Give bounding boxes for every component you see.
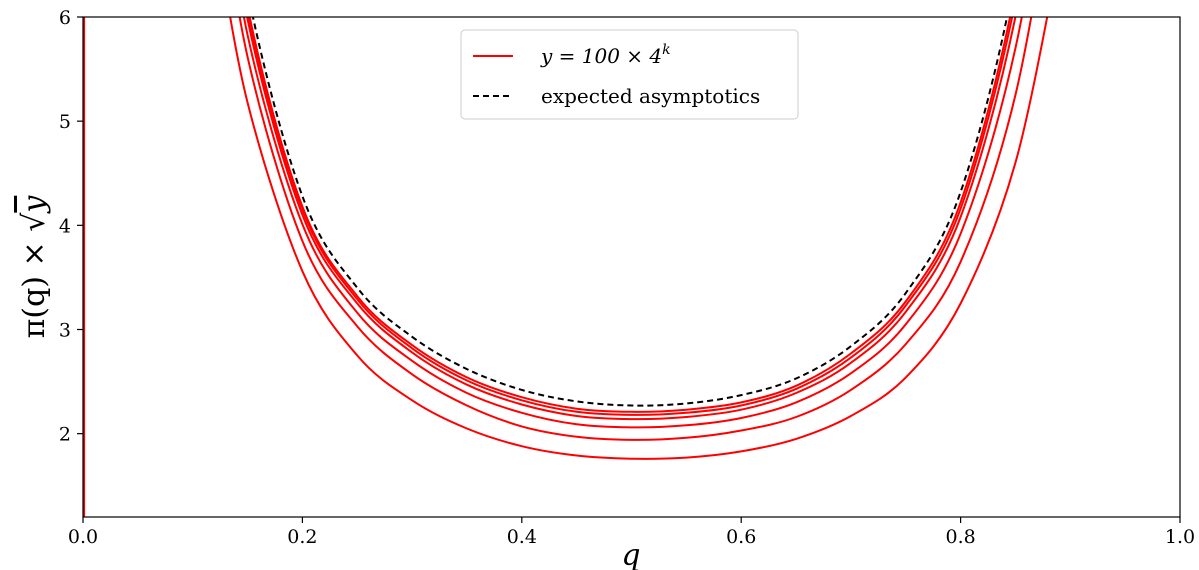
y-tick-label: 6 [59, 7, 71, 29]
x-tick-label: 0.0 [68, 526, 98, 548]
x-tick-label: 0.8 [945, 526, 975, 548]
x-tick-label: 0.6 [726, 526, 756, 548]
y-axis-label-radicand: y [17, 195, 52, 215]
y-axis-label: π(q) × √y [17, 195, 52, 339]
y-tick-label: 2 [59, 424, 71, 446]
legend-label-1: y = 100 × 4k [540, 42, 671, 68]
series-layer [83, 17, 1049, 517]
plot-frame [82, 16, 1181, 518]
x-tick-label: 1.0 [1165, 526, 1195, 548]
series-line-7 [251, 17, 1009, 407]
x-tick-label: 0.4 [507, 526, 537, 548]
legend-box [460, 29, 799, 120]
y-tick-label: 4 [59, 215, 71, 237]
axes-layer: 0.0 0.2 0.4 0.6 0.8 1.0 2 3 4 5 6 [59, 7, 1195, 548]
legend-label-2: expected asymptotics [541, 84, 760, 108]
series-line-5 [247, 17, 1014, 416]
series-line-1 [229, 17, 1049, 460]
series-line-6 [248, 17, 1012, 413]
legend: y = 100 × 4k expected asymptotics [460, 29, 799, 120]
series-line-3 [242, 17, 1023, 429]
series-line-2 [238, 17, 1033, 441]
x-tick-label: 0.2 [287, 526, 317, 548]
y-tick-label: 5 [59, 111, 71, 133]
y-axis-label-prefix: π(q) × [17, 232, 52, 339]
y-axis-label-radical: √ [17, 212, 52, 232]
y-tick-label: 3 [59, 320, 71, 342]
series-line-4 [246, 17, 1017, 421]
x-axis-label: q [621, 538, 640, 570]
